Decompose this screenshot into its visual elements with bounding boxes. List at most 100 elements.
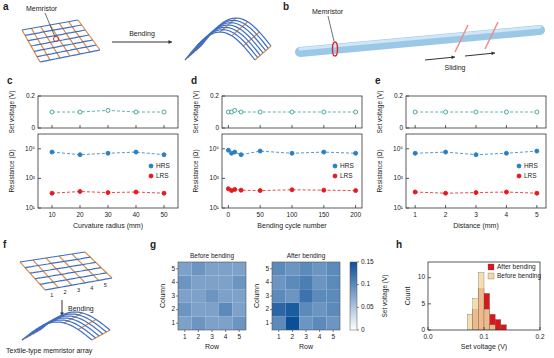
tick-label: 1 — [183, 333, 187, 340]
tick-label: 10³ — [394, 174, 404, 181]
x-tick — [292, 330, 293, 332]
legend-label: HRS — [156, 162, 170, 169]
tick-label: 0 — [31, 124, 35, 131]
tick-label: 100 — [287, 211, 298, 218]
panel-letter: g — [150, 239, 156, 250]
x-tick — [292, 125, 293, 128]
point — [50, 110, 54, 114]
cell — [219, 276, 233, 290]
y-tick — [38, 148, 41, 149]
y-tick — [176, 268, 178, 269]
point — [78, 110, 82, 114]
y-tick — [222, 208, 225, 209]
y-tick — [406, 96, 409, 97]
point — [504, 190, 508, 194]
x-tick — [445, 125, 446, 128]
point — [134, 110, 138, 114]
fiber — [29, 318, 99, 336]
point — [535, 110, 539, 114]
panel-letter: h — [396, 239, 402, 250]
point — [322, 188, 326, 192]
legend-marker — [333, 164, 337, 168]
point — [354, 151, 358, 155]
tick-label: 3 — [210, 333, 214, 340]
legend-swatch — [488, 273, 494, 279]
y-tick — [270, 323, 272, 324]
x-tick — [198, 330, 199, 332]
tick-label: 0 — [421, 326, 425, 333]
point — [413, 151, 417, 155]
point — [322, 110, 326, 114]
axis-title: Count — [404, 287, 411, 306]
y-tick — [406, 148, 409, 149]
label: 3 — [77, 287, 80, 293]
cell — [192, 262, 206, 276]
memristor-spot — [54, 37, 59, 42]
fiber — [34, 40, 93, 51]
fiber — [201, 18, 271, 46]
cell — [219, 303, 233, 317]
tick-label: 10¹ — [210, 204, 220, 211]
tick-label: 2 — [171, 305, 175, 312]
fiber — [36, 314, 106, 332]
bar — [490, 314, 496, 330]
x-tick — [476, 125, 477, 128]
x-tick — [536, 125, 537, 128]
x-tick — [323, 205, 324, 208]
cell — [313, 262, 327, 276]
legend-label: HRS — [524, 162, 538, 169]
axis-title: Row — [205, 343, 220, 350]
axis-title: Column — [253, 284, 260, 308]
cell — [286, 316, 300, 330]
y-tick — [270, 268, 272, 269]
fiber — [198, 20, 268, 48]
cell — [192, 276, 206, 290]
tick-label: 10 — [418, 273, 426, 280]
fiber — [185, 32, 255, 60]
axis-title: Bending cycle number — [257, 222, 327, 230]
tick-label: 5 — [171, 265, 175, 272]
x-tick — [80, 205, 81, 208]
tick-label: 0.1 — [479, 333, 488, 340]
cell — [286, 276, 300, 290]
x-tick — [484, 327, 485, 330]
cell — [313, 303, 327, 317]
point — [78, 190, 82, 194]
bar — [467, 314, 473, 330]
tick-label: 5 — [331, 333, 335, 340]
point — [413, 190, 417, 194]
cell — [313, 316, 327, 330]
cell — [205, 316, 219, 330]
plot-area — [50, 108, 166, 114]
y-tick — [406, 128, 409, 129]
tick-label: 0 — [361, 326, 365, 333]
y-tick — [38, 96, 41, 97]
tick-label: 4 — [505, 211, 509, 218]
point — [474, 191, 478, 195]
cell — [286, 289, 300, 303]
x-tick — [333, 330, 334, 332]
y-tick — [222, 128, 225, 129]
cell — [326, 289, 340, 303]
point — [354, 189, 358, 193]
fiber — [92, 330, 110, 340]
x-tick — [164, 125, 165, 128]
colorbar-tick — [357, 262, 359, 263]
tick-label: 1 — [171, 319, 175, 326]
bar — [501, 325, 507, 330]
slider — [455, 25, 468, 52]
heatmap-frame — [178, 262, 246, 330]
fiber — [35, 268, 101, 279]
point — [535, 191, 539, 195]
tick-label: 10⁵ — [209, 145, 219, 152]
x-tick — [445, 205, 446, 208]
bar — [484, 293, 490, 330]
y-tick — [176, 296, 178, 297]
panel-letter: b — [283, 1, 289, 12]
point — [134, 150, 138, 154]
x-tick — [278, 330, 279, 332]
tick-label: 0 — [227, 211, 231, 218]
x-tick — [319, 330, 320, 332]
point — [290, 110, 294, 114]
x-tick — [506, 125, 507, 128]
